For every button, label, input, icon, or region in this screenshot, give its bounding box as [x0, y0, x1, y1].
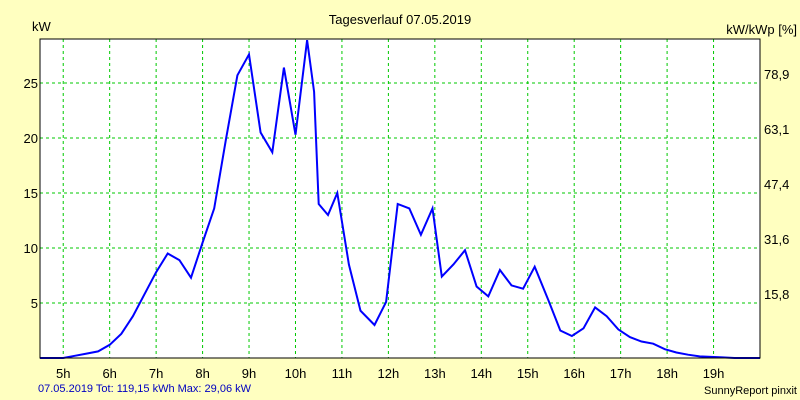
y-tick-label-left: 10	[24, 241, 38, 256]
x-tick-label: 14h	[470, 366, 492, 381]
x-tick-label: 6h	[102, 366, 116, 381]
y-tick-label-left: 5	[31, 296, 38, 311]
x-tick-label: 7h	[149, 366, 163, 381]
plot-area	[40, 39, 760, 358]
x-tick-label: 5h	[56, 366, 70, 381]
y-tick-label-right: 31,6	[764, 232, 789, 247]
y-tick-label-right: 15,8	[764, 287, 789, 302]
y-tick-label-right: 47,4	[764, 177, 789, 192]
x-tick-label: 16h	[563, 366, 585, 381]
y-tick-label-left: 15	[24, 186, 38, 201]
x-tick-label: 17h	[610, 366, 632, 381]
vertical-gridlines	[62, 39, 715, 358]
x-tick-label: 10h	[285, 366, 307, 381]
y-tick-label-left: 25	[24, 76, 38, 91]
x-tick-label: 11h	[332, 366, 353, 381]
x-tick-label: 9h	[242, 366, 256, 381]
x-tick-label: 15h	[517, 366, 539, 381]
horizontal-gridlines	[40, 82, 760, 304]
y-axis-right-label: kW/kWp [%]	[726, 22, 797, 37]
y-tick-label-right: 78,9	[764, 67, 789, 82]
y-tick-label-left: 20	[24, 131, 38, 146]
y-axis-right-tick-labels: 15,8 31,6 47,4 63,1 78,9	[764, 67, 789, 302]
plot-frame	[39, 38, 761, 359]
y-axis-left-label: kW	[32, 19, 52, 34]
chart-title: Tagesverlauf 07.05.2019	[329, 12, 471, 27]
footer-credit: SunnyReport pinxit	[704, 385, 797, 397]
x-tick-label: 19h	[703, 366, 725, 381]
power-series-line	[40, 39, 760, 359]
footer-summary: 07.05.2019 Tot: 119,15 kWh Max: 29,06 kW	[38, 383, 252, 395]
y-axis-left-tick-labels: 5 10 15 20 25	[24, 76, 38, 311]
y-tick-label-right: 63,1	[764, 122, 789, 137]
x-axis-tick-labels: 5h 6h 7h 8h 9h 10h 11h 12h 13h 14h 15h 16h 17h 18h 19h	[56, 366, 724, 381]
x-tick-label: 18h	[656, 366, 678, 381]
x-tick-label: 12h	[378, 366, 400, 381]
x-tick-label: 13h	[424, 366, 446, 381]
x-tick-label: 8h	[195, 366, 209, 381]
